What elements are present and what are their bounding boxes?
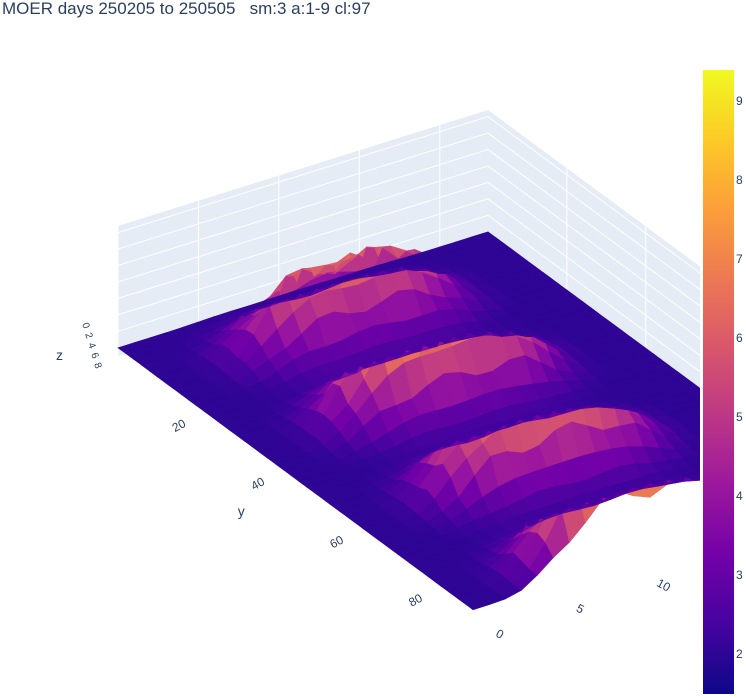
surface-mesh bbox=[117, 231, 700, 611]
x-tick-label: 10 bbox=[654, 576, 673, 595]
surface-cell bbox=[683, 454, 700, 466]
left-wall bbox=[118, 110, 488, 356]
surface-cell bbox=[691, 477, 700, 481]
y-axis-title: y bbox=[238, 503, 245, 519]
colorbar-tick: 4 bbox=[736, 488, 743, 503]
axis-labels: 0510152020406080xyz02468 bbox=[56, 321, 673, 642]
surface-cell bbox=[698, 471, 700, 473]
y-tick-label: 40 bbox=[249, 474, 268, 493]
z-tick-label: 0 bbox=[79, 321, 91, 330]
surface-plot[interactable]: 0510152020406080xyz02468 bbox=[0, 0, 700, 698]
z-tick-label: 2 bbox=[82, 331, 94, 340]
z-tick-label: 4 bbox=[85, 341, 97, 350]
surface-cell bbox=[676, 399, 700, 411]
z-tick-label: 8 bbox=[91, 361, 103, 370]
z-gridline bbox=[117, 132, 700, 291]
chart-title: MOER days 250205 to 250505 sm:3 a:1-9 cl… bbox=[2, 0, 371, 18]
surface-cell bbox=[692, 397, 700, 406]
z-gridline bbox=[117, 181, 700, 340]
colorbar-tick: 8 bbox=[736, 172, 743, 187]
surface-cell bbox=[691, 430, 700, 439]
z-gridline bbox=[117, 214, 700, 373]
colorbar-tick: 9 bbox=[736, 93, 743, 108]
z-tick-label: 6 bbox=[88, 351, 100, 360]
y-tick-label: 80 bbox=[406, 591, 425, 610]
surface-cell bbox=[682, 471, 700, 480]
y-tick-label: 20 bbox=[170, 416, 189, 435]
z-gridline bbox=[117, 198, 700, 356]
z-gridline bbox=[117, 165, 700, 324]
colorbar-tick: 3 bbox=[736, 567, 743, 582]
surface-cell bbox=[690, 462, 700, 472]
y-tick-label: 60 bbox=[328, 533, 347, 552]
z-gridline bbox=[117, 148, 700, 307]
colorbar-tick: 2 bbox=[736, 646, 743, 661]
surface-cell bbox=[676, 382, 700, 395]
x-tick-label: 5 bbox=[574, 601, 587, 617]
axis-grid bbox=[117, 110, 700, 397]
colorbar bbox=[703, 70, 734, 694]
surface-cell bbox=[683, 405, 700, 417]
surface-cell bbox=[675, 432, 700, 442]
surface-cell bbox=[691, 446, 700, 456]
x-tick-label: 0 bbox=[494, 626, 507, 642]
z-gridline bbox=[117, 116, 700, 274]
z-axis-title: z bbox=[56, 347, 63, 363]
surface-cell bbox=[683, 438, 700, 449]
colorbar-tick: 6 bbox=[736, 330, 743, 345]
surface-cell bbox=[684, 388, 700, 401]
back-wall bbox=[488, 110, 700, 397]
surface-cell bbox=[699, 479, 700, 481]
surface-cell bbox=[683, 422, 700, 433]
surface-cell bbox=[691, 413, 700, 423]
colorbar-tick: 5 bbox=[736, 409, 743, 424]
colorbar-tick: 7 bbox=[736, 251, 743, 266]
